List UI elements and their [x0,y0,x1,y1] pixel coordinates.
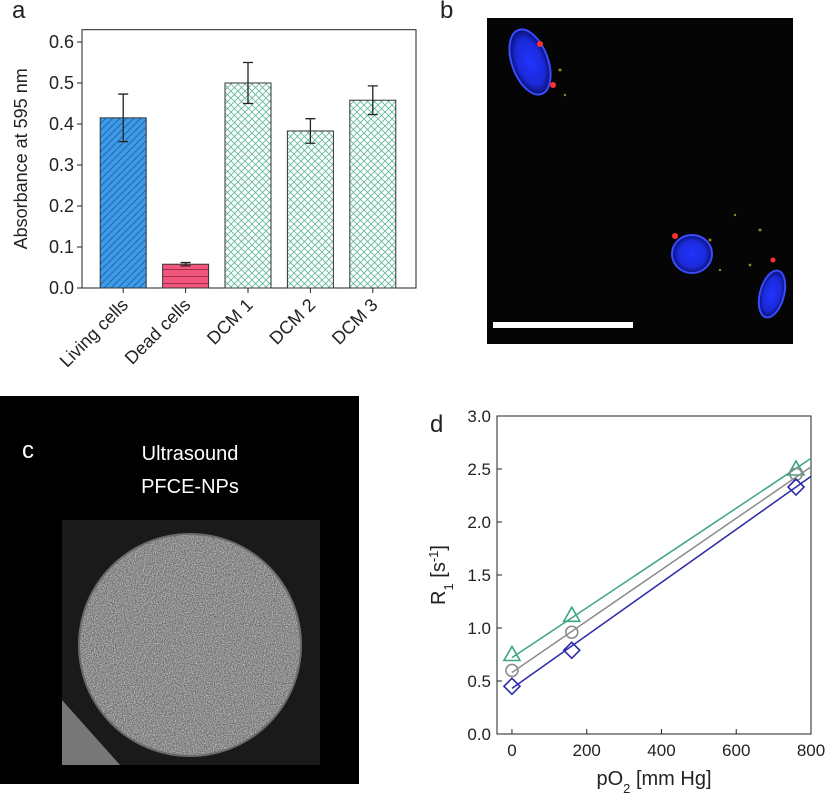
label-part: [mm Hg] [630,768,711,790]
y-tick-label: 0.5 [49,73,74,93]
label-part: R [428,591,450,605]
marker [786,459,806,476]
bar [99,117,147,289]
x-tick-label: 600 [722,741,750,760]
image-caption: PFCE-NPs [141,476,239,498]
error-bar [367,85,378,116]
y-axis-label: Absorbance at 595 nm [11,68,31,249]
bar [286,130,334,289]
x-tick-label: DCM 1 [203,295,257,349]
label-part: [s [428,562,450,583]
marker [562,641,581,660]
marker [789,467,803,482]
bar [162,263,210,289]
label-part: pO [596,768,623,790]
error-bar [118,93,129,143]
label-part: 1 [441,583,456,590]
error-bar [243,61,253,105]
panel-label: d [430,411,443,438]
panel-label: c [22,437,34,464]
y-tick-label: 1.5 [467,566,491,585]
x-tick-label: 0 [507,741,516,760]
y-tick-label: 0.0 [467,725,491,744]
panel-label: b [440,0,453,24]
marker [564,625,579,640]
y-tick-label: 0.2 [49,196,74,216]
y-tick-label: 0.0 [49,278,74,298]
fit-line [511,475,812,690]
label-part: -1 [426,551,441,563]
x-tick-label: 800 [797,741,825,760]
marker [786,477,806,497]
bar [349,99,397,289]
x-tick-label: Living cells [56,295,132,371]
y-tick-label: 0.3 [49,155,74,175]
marker [505,663,519,678]
x-tick-label: 200 [573,741,601,760]
fit-line [511,457,812,659]
bar [224,82,272,289]
y-tick-label: 0.5 [467,672,491,691]
x-tick-label: Dead cells [121,295,195,369]
marker [562,605,582,623]
y-axis-label: R1 [s-1] [426,545,456,605]
panel-label: a [12,0,26,24]
y-tick-label: 2.5 [467,460,491,479]
marker [502,677,522,696]
y-tick-label: 0.1 [49,237,74,257]
label-part: 2 [623,781,630,796]
x-tick-label: DCM 3 [328,295,382,349]
error-bar [180,261,191,267]
marker [502,644,522,662]
y-tick-label: 3.0 [467,407,491,426]
ultrasound-image [0,396,359,784]
x-tick-label: 400 [647,741,675,760]
image-caption: Ultrasound [142,443,239,465]
y-tick-label: 0.4 [49,114,74,134]
error-bar [305,118,316,144]
x-tick-label: DCM 2 [265,295,319,349]
y-tick-label: 1.0 [467,619,491,638]
x-axis-label: pO2 [mm Hg] [596,768,711,796]
fit-line [511,466,812,674]
label-part: ] [428,545,450,551]
y-tick-label: 0.6 [49,32,74,52]
microscopy-image [487,18,793,344]
y-tick-label: 2.0 [467,513,491,532]
